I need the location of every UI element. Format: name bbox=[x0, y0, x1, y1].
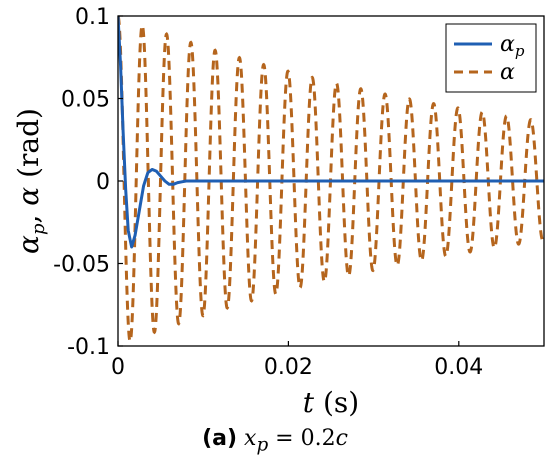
x-tick-label: 0.02 bbox=[264, 355, 313, 380]
caption-var: x bbox=[244, 426, 257, 451]
caption-unit: c bbox=[335, 426, 348, 451]
x-tick-label: 0 bbox=[111, 355, 125, 380]
caption: (a) xp = 0.2c bbox=[0, 426, 550, 455]
legend: αpα bbox=[445, 23, 537, 93]
caption-sub: p bbox=[256, 434, 269, 456]
legend-label: α bbox=[500, 60, 515, 85]
y-tick-label: 0.1 bbox=[75, 5, 110, 30]
x-tick-label: 0.04 bbox=[434, 355, 483, 380]
svg-text:αp, α (rad): αp, α (rad) bbox=[12, 108, 49, 254]
x-axis-title: t (s) bbox=[303, 386, 359, 419]
y-axis-title: αp, α (rad) bbox=[12, 108, 49, 254]
y-tick-label: 0.05 bbox=[61, 88, 110, 113]
y-tick-label: -0.05 bbox=[53, 253, 110, 278]
legend-box bbox=[445, 23, 537, 93]
legend-label: αp bbox=[500, 32, 525, 60]
series-alpha-p-line bbox=[118, 16, 544, 249]
caption-rest: = 0.2 bbox=[268, 426, 336, 451]
y-tick-label: 0 bbox=[96, 170, 110, 195]
y-tick-label: -0.1 bbox=[67, 335, 110, 360]
caption-label: (a) bbox=[202, 426, 238, 451]
series-alpha-line bbox=[118, 16, 544, 344]
